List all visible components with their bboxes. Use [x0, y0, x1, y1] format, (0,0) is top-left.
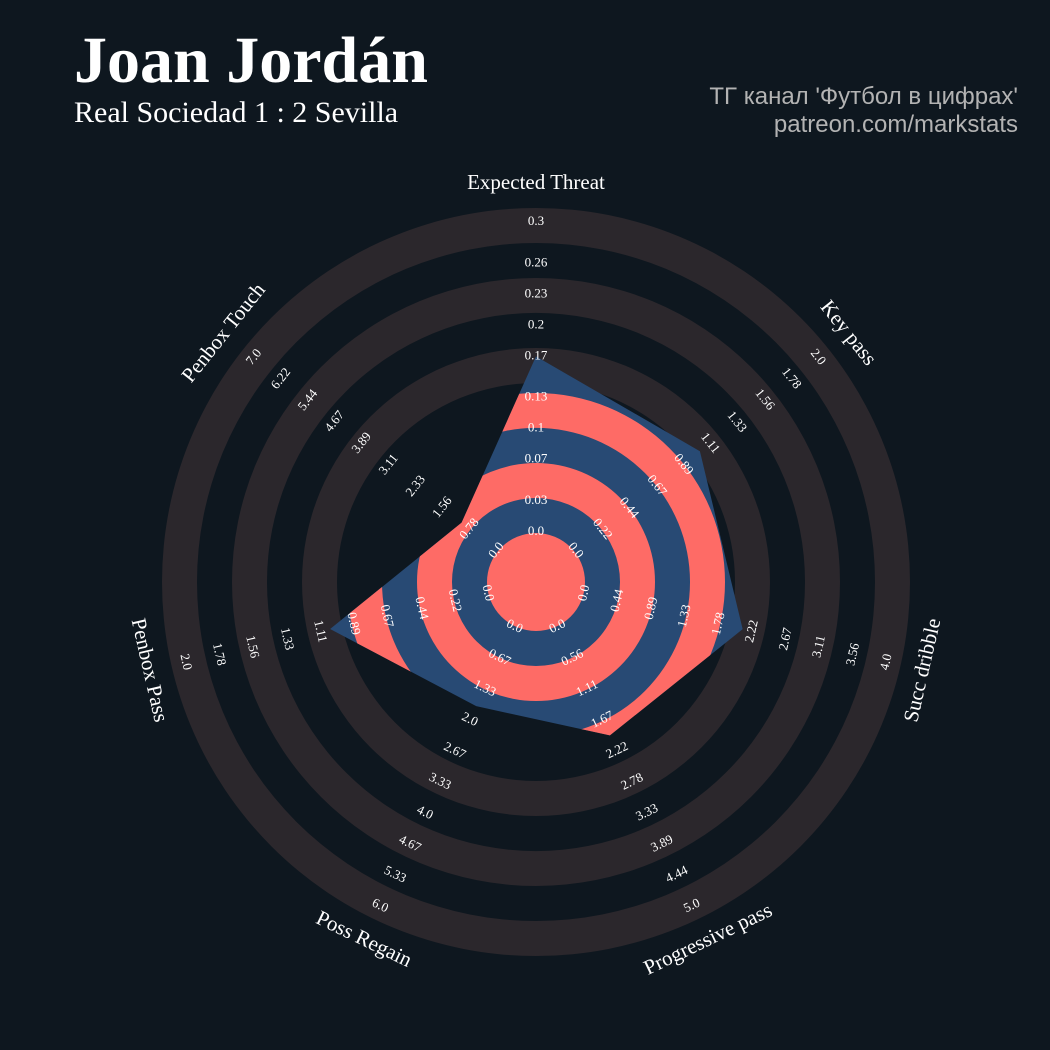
- tick-label: 0.3: [528, 213, 544, 228]
- tick-label: 0.23: [525, 285, 548, 300]
- tick-label: 3.56: [842, 641, 862, 667]
- chart-subtitle: Real Sociedad 1 : 2 Sevilla: [74, 96, 398, 129]
- tick-label: 0.0: [574, 583, 592, 602]
- tick-label: 0.07: [525, 451, 548, 466]
- tick-label: 1.11: [311, 619, 331, 644]
- tick-label: 0.0: [528, 523, 544, 538]
- tick-label: 2.22: [741, 618, 761, 644]
- tick-label: 0.22: [446, 588, 466, 614]
- tick-label: 0.0: [546, 615, 567, 636]
- tick-label: 1.78: [708, 611, 728, 637]
- credit: patreon.com/markstats: [774, 111, 1018, 138]
- tick-label: 6.0: [370, 895, 391, 916]
- tick-label: 0.17: [525, 347, 548, 362]
- tick-label: 1.56: [243, 634, 263, 660]
- credit: ТГ канал 'Футбол в цифрах': [709, 83, 1018, 110]
- tick-label: 0.44: [607, 587, 627, 613]
- tick-label: 0.0: [480, 583, 498, 602]
- tick-label: 4.0: [415, 802, 436, 823]
- tick-label: 1.78: [210, 641, 230, 667]
- tick-label: 2.0: [177, 652, 195, 671]
- tick-label: 3.11: [808, 634, 828, 659]
- axis-label: Expected Threat: [467, 170, 605, 194]
- tick-label: 0.03: [525, 492, 548, 507]
- tick-label: 5.0: [681, 895, 702, 916]
- tick-label: 0.67: [378, 603, 398, 629]
- tick-label: 2.67: [775, 626, 795, 652]
- tick-label: 0.1: [528, 420, 544, 435]
- tick-label: 0.89: [344, 611, 364, 637]
- tick-label: 0.13: [525, 389, 548, 404]
- highlight-rings: [347, 393, 725, 736]
- chart-title: Joan Jordán: [74, 24, 428, 97]
- tick-label: 0.44: [412, 595, 432, 621]
- tick-label: 1.33: [674, 603, 694, 629]
- tick-label: 0.89: [641, 595, 661, 621]
- tick-label: 2.0: [460, 709, 481, 730]
- inner-circle: [487, 533, 585, 631]
- highlight-ring: [417, 463, 655, 701]
- tick-label: 0.0: [504, 615, 525, 636]
- tick-label: 1.33: [278, 626, 298, 652]
- tick-label: 0.26: [525, 254, 548, 269]
- tick-label: 0.2: [528, 316, 544, 331]
- tick-label: 4.0: [876, 652, 894, 671]
